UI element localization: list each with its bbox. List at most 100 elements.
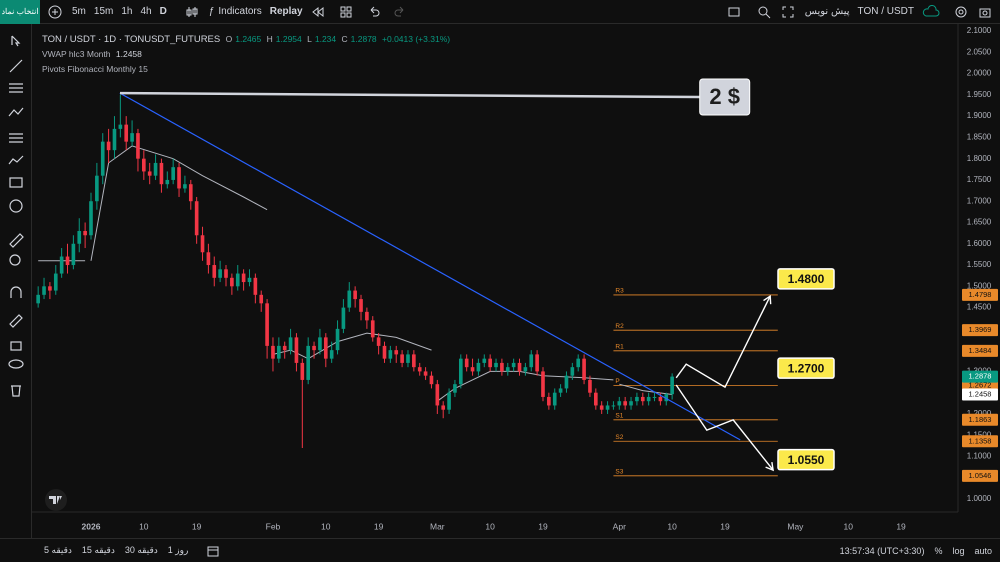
undo-icon[interactable]	[367, 5, 381, 19]
interval-button[interactable]: 5m	[72, 6, 86, 17]
candle-body	[652, 396, 657, 398]
interval-button-active[interactable]: D	[159, 6, 167, 17]
zoom-tool[interactable]	[9, 254, 21, 266]
candle-body	[640, 396, 645, 402]
indicators-button[interactable]: Indicators	[218, 6, 262, 17]
candle-body	[582, 358, 586, 380]
draft-label[interactable]: پیش نویس	[804, 6, 850, 17]
auto-button[interactable]: auto	[974, 545, 992, 556]
gann-tool[interactable]	[9, 133, 23, 143]
legend: TON / USDT · 1D · TONUSDT_FUTURES O 1.246…	[42, 32, 453, 77]
candle-body	[658, 396, 663, 402]
candle-body	[470, 367, 475, 372]
candle-body	[71, 243, 76, 266]
trendline-tool[interactable]	[9, 59, 23, 73]
candle-body	[36, 294, 40, 304]
candle-body	[288, 337, 293, 351]
candle-body	[159, 162, 164, 185]
chart-type-icon[interactable]	[185, 5, 199, 19]
candle-body	[253, 277, 258, 295]
interval-button[interactable]: 5 دقیقه	[44, 545, 72, 555]
fib-tool[interactable]	[9, 83, 23, 93]
x-tick-label: 2026	[82, 521, 101, 531]
pivots-name: Pivots Fibonacci Monthly 15	[42, 64, 148, 74]
callout-line	[119, 91, 700, 99]
interval-button[interactable]: 1 روز	[167, 545, 189, 555]
x-tick-label: 10	[485, 521, 495, 531]
interval-button[interactable]: 15 دقیقه	[81, 545, 115, 555]
candle-body	[206, 252, 211, 266]
x-tick-label: 19	[374, 521, 384, 531]
prediction-tool[interactable]	[8, 155, 24, 165]
alert-icon[interactable]	[757, 5, 771, 19]
log-button[interactable]: log	[952, 545, 965, 556]
interval-button[interactable]: 15m	[93, 6, 114, 17]
candle-body	[635, 396, 639, 402]
magnet-tool[interactable]	[10, 286, 22, 298]
camera-icon[interactable]	[978, 5, 992, 19]
candle-body	[48, 286, 52, 291]
candle-body	[558, 388, 563, 393]
emoji-tool[interactable]	[9, 199, 23, 213]
expand-icon[interactable]	[781, 5, 795, 19]
interval-button[interactable]: 1h	[121, 6, 133, 17]
pattern-tool[interactable]	[8, 107, 24, 117]
target-label: 1.0550	[788, 453, 825, 467]
candle-body	[147, 171, 152, 176]
fullscreen-box-icon[interactable]	[727, 5, 741, 19]
visibility-tool[interactable]	[8, 359, 24, 369]
y-tick-label: 1.6000	[967, 239, 992, 248]
add-symbol-icon[interactable]	[48, 5, 62, 19]
pivot-name: P	[615, 378, 619, 385]
legend-main: TON / USDT · 1D · TONUSDT_FUTURES O 1.246…	[42, 32, 453, 47]
candle-body	[312, 345, 316, 351]
candle-body	[294, 337, 299, 363]
tradingview-logo	[45, 489, 67, 511]
candle-body	[447, 392, 451, 410]
candle-body	[177, 167, 181, 189]
percent-button[interactable]: %	[934, 545, 943, 556]
indicators-icon[interactable]: ƒ	[208, 6, 215, 17]
bottom-toolbar: 5 دقیقه 15 دقیقه 30 دقیقه 1 روز 13:57:34…	[0, 538, 1000, 562]
settings-icon[interactable]	[954, 5, 968, 19]
x-tick-label: 10	[667, 521, 677, 531]
chart-title: TON / USDT · 1D · TONUSDT_FUTURES	[42, 34, 221, 45]
replay-button[interactable]: Replay	[269, 6, 303, 17]
interval-button[interactable]: 30 دقیقه	[124, 545, 158, 555]
lock-drawing-tool[interactable]	[9, 314, 23, 328]
candle-body	[441, 405, 446, 410]
y-tick-label: 1.7500	[967, 175, 992, 184]
high-value: 1.2954	[275, 34, 302, 44]
candle-body	[494, 362, 498, 368]
candle-body	[212, 265, 217, 278]
text-tool[interactable]	[9, 177, 23, 188]
layout-icon[interactable]	[339, 5, 353, 19]
candle-body	[95, 175, 99, 202]
replay-icon[interactable]	[311, 5, 325, 19]
cursor-tool[interactable]	[11, 35, 21, 47]
symbol-button[interactable]: انتخاب نماد	[0, 0, 40, 24]
lock-tool[interactable]	[10, 341, 22, 351]
candle-body	[247, 277, 252, 283]
y-tick-label: 1.7000	[967, 196, 992, 205]
candle-body	[59, 256, 64, 274]
cloud-icon[interactable]	[922, 4, 940, 19]
redo-icon[interactable]	[393, 5, 407, 19]
candle-body	[623, 401, 627, 406]
measure-tool[interactable]	[9, 233, 24, 248]
open-value: 1.2465	[235, 34, 262, 44]
pivot-name: R1	[615, 344, 624, 351]
symbol-title[interactable]: TON / USDT	[857, 6, 914, 17]
candle-body	[394, 350, 399, 355]
candle-body	[535, 354, 539, 372]
x-tick-label: Mar	[430, 521, 445, 531]
date-range-icon[interactable]	[206, 544, 220, 558]
interval-button[interactable]: 4h	[140, 6, 152, 17]
clock: 13:57:34 (UTC+3:30)	[839, 545, 925, 556]
trash-tool[interactable]	[11, 385, 21, 397]
candle-body	[271, 345, 275, 359]
drawing-tools	[8, 35, 24, 397]
legend-vwap: VWAP hlc3 Month 1.2458	[42, 47, 453, 62]
